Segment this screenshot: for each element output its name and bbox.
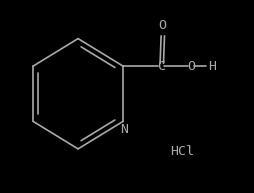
Text: HCl: HCl — [169, 145, 193, 158]
Text: O: O — [186, 60, 194, 73]
Text: N: N — [120, 123, 128, 136]
Text: C: C — [156, 60, 164, 73]
Text: O: O — [158, 19, 166, 32]
Text: H: H — [207, 60, 215, 73]
